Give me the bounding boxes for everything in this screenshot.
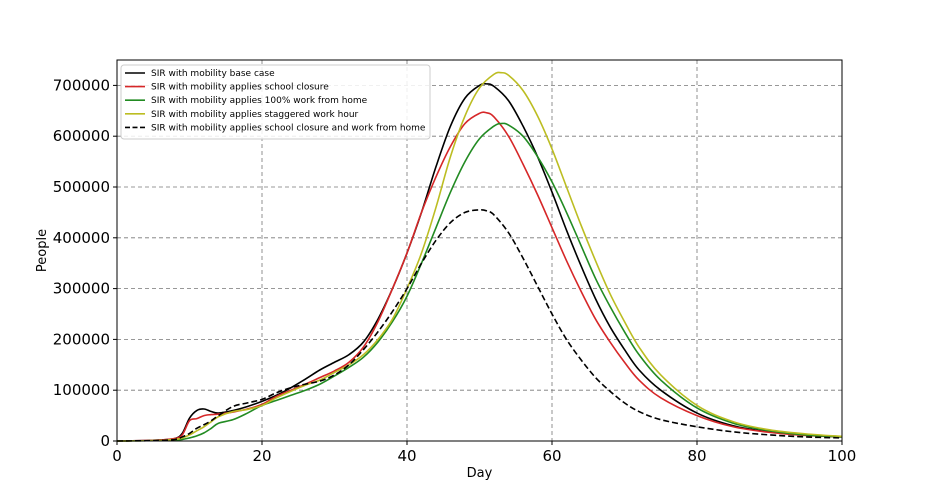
y-tick-label: 600000 xyxy=(53,127,110,145)
series-layer xyxy=(116,71,843,442)
x-tick-label: 20 xyxy=(252,447,271,465)
plot-frame xyxy=(116,59,843,442)
y-tick-label: 300000 xyxy=(53,280,110,298)
y-tick-label: 500000 xyxy=(53,178,110,196)
y-tick-label: 0 xyxy=(100,432,110,450)
x-tick-label: 60 xyxy=(542,447,561,465)
legend-label: SIR with mobility applies school closure xyxy=(151,83,329,93)
series-line-3 xyxy=(116,122,843,442)
series-line-4 xyxy=(116,71,843,442)
ticks: 0 20 40 60 80 100 0 100000 200000 300000 400000 500… xyxy=(53,76,857,465)
legend-label: SIR with mobility applies school closure… xyxy=(151,123,426,133)
legend-label: SIR with mobility applies staggered work… xyxy=(151,110,359,120)
x-tick-label: 100 xyxy=(828,447,857,465)
y-axis-label: People xyxy=(35,229,50,272)
y-tick-label: 400000 xyxy=(53,229,110,247)
series-line-5 xyxy=(116,208,843,442)
x-tick-label: 80 xyxy=(687,447,706,465)
x-tick-label: 0 xyxy=(112,447,122,465)
series-line-2 xyxy=(116,111,843,442)
x-tick-label: 40 xyxy=(397,447,416,465)
y-tick-label: 700000 xyxy=(53,76,110,94)
y-tick-label: 200000 xyxy=(53,330,110,348)
legend: SIR with mobility base case SIR with mobi… xyxy=(120,64,431,140)
x-axis-label: Day xyxy=(467,466,493,481)
legend-label: SIR with mobility base case xyxy=(151,69,275,79)
legend-label: SIR with mobility applies 100% work from… xyxy=(151,96,368,106)
legend-box xyxy=(120,64,431,140)
y-tick-label: 100000 xyxy=(53,381,110,399)
